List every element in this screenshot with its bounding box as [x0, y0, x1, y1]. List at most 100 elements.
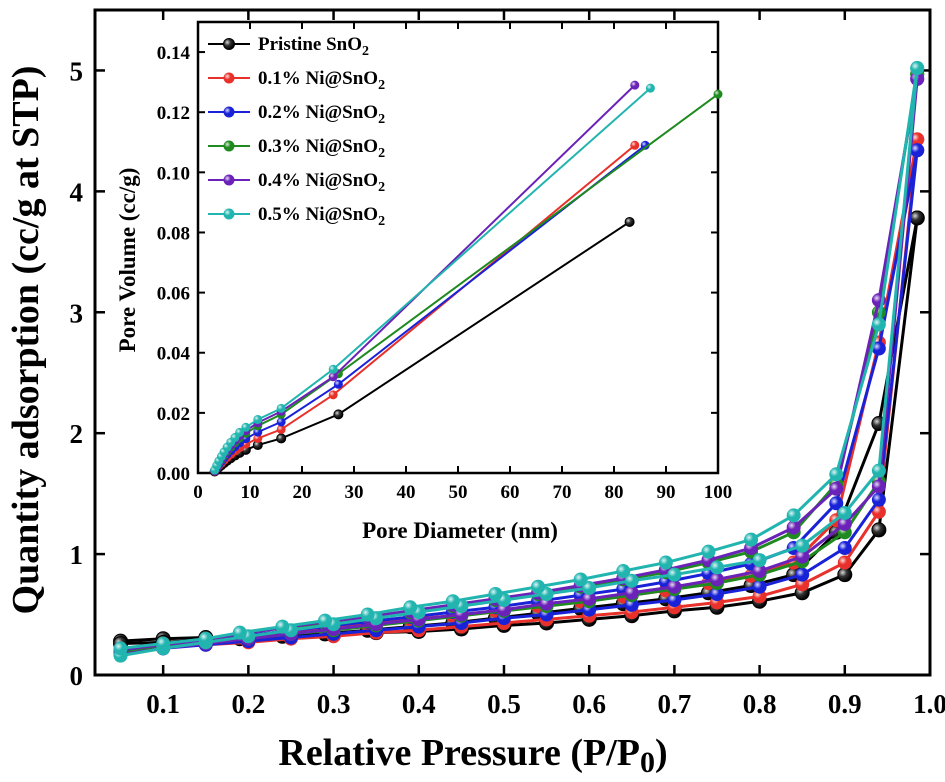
inset-point — [276, 403, 286, 413]
inset-point — [328, 372, 338, 382]
main-desorption-point — [113, 641, 128, 656]
main-adsorption-point — [837, 516, 852, 531]
legend-marker — [223, 72, 235, 84]
main-adsorption-line — [120, 150, 919, 655]
main-desorption-point — [488, 586, 503, 601]
main-adsorption-point — [871, 522, 887, 538]
main-desorption-point — [198, 631, 213, 646]
inset-x-tick-label: 20 — [293, 482, 312, 503]
main-y-tick-label: 0 — [70, 661, 84, 691]
inset-x-tick-label: 70 — [553, 482, 572, 503]
main-desorption-point — [360, 607, 375, 622]
main-x-tick-label: 0.5 — [487, 689, 521, 719]
main-adsorption-point — [871, 463, 886, 478]
main-adsorption-point — [582, 591, 597, 606]
main-x-tick-label: 0.1 — [146, 689, 180, 719]
legend-label: 0.2% Ni@SnO2 — [258, 102, 385, 127]
inset-x-axis-label: Pore Diameter (nm) — [362, 518, 558, 543]
main-adsorption-line — [120, 67, 919, 658]
inset-x-tick-label: 90 — [657, 482, 676, 503]
inset-point — [630, 80, 640, 90]
inset-y-tick-label: 0.06 — [157, 284, 190, 305]
inset-y-tick-label: 0.00 — [157, 464, 190, 485]
main-adsorption-point — [795, 538, 810, 553]
main-desorption-point — [910, 143, 925, 158]
main-x-tick-label: 0.3 — [317, 689, 351, 719]
main-desorption-point — [744, 532, 759, 547]
main-desorption-point — [829, 481, 844, 496]
legend-item-3: 0.3% Ni@SnO2 — [208, 136, 385, 161]
inset-point — [276, 433, 287, 444]
main-desorption-point — [318, 613, 333, 628]
inset-point — [624, 216, 635, 227]
main-y-tick-label: 1 — [70, 540, 84, 570]
inset-point — [333, 379, 343, 389]
inset-point — [713, 89, 723, 99]
inset-x-tick-label: 0 — [193, 482, 203, 503]
main-adsorption-point — [837, 505, 852, 520]
legend-label: 0.1% Ni@SnO2 — [258, 68, 385, 93]
main-x-tick-label: 0.8 — [743, 689, 777, 719]
main-x-tick-label: 1.0 — [913, 689, 945, 719]
inset-y-tick-label: 0.04 — [157, 344, 191, 365]
main-adsorption-point — [752, 564, 767, 579]
main-adsorption-point — [624, 573, 639, 588]
main-desorption-point — [616, 564, 631, 579]
inset-y-tick-label: 0.02 — [157, 404, 190, 425]
legend-item-1: 0.1% Ni@SnO2 — [208, 68, 385, 93]
main-adsorption-point — [667, 593, 682, 608]
main-desorption-point — [829, 496, 844, 511]
legend-item-0: Pristine SnO2 — [208, 34, 369, 59]
inset-point — [253, 433, 263, 443]
legend-marker — [223, 174, 235, 186]
main-x-axis-label: Relative Pressure (P/P0) — [278, 732, 667, 779]
main-adsorption-point — [795, 549, 810, 564]
main-y-tick-label: 2 — [70, 419, 84, 449]
inset-y-tick-label: 0.12 — [157, 103, 190, 124]
main-adsorption-point — [837, 541, 852, 556]
inset-x-tick-label: 80 — [605, 482, 624, 503]
inset-y-axis-label: Pore Volume (cc/g) — [115, 168, 140, 353]
main-desorption-point — [156, 636, 171, 651]
legend-marker — [223, 106, 235, 118]
inset-point — [328, 364, 338, 374]
main-desorption-point — [909, 210, 925, 226]
main-adsorption-point — [667, 579, 682, 594]
main-plot-frame — [93, 8, 932, 677]
main-desorption-point — [871, 317, 886, 332]
main-y-tick-label: 4 — [70, 177, 84, 207]
main-x-tick-label: 0.2 — [231, 689, 265, 719]
main-adsorption-point — [709, 572, 724, 587]
legend-marker — [223, 140, 235, 152]
main-adsorption-point — [837, 567, 853, 583]
legend-item-4: 0.4% Ni@SnO2 — [208, 170, 385, 195]
inset-point — [276, 424, 286, 434]
inset-series-5 — [210, 83, 655, 475]
main-adsorption-point — [871, 479, 886, 494]
inset-point — [253, 427, 263, 437]
inset-point — [253, 414, 263, 424]
main-desorption-point — [786, 520, 801, 535]
legend-item-5: 0.5% Ni@SnO2 — [208, 204, 385, 229]
legend-label: 0.4% Ni@SnO2 — [258, 170, 385, 195]
main-adsorption-point — [752, 579, 767, 594]
main-desorption-point — [910, 61, 925, 76]
inset-x-tick-label: 50 — [449, 482, 468, 503]
legend-label: Pristine SnO2 — [258, 34, 369, 59]
main-y-tick-label: 3 — [70, 298, 84, 328]
main-x-tick-label: 0.7 — [658, 689, 692, 719]
main-adsorption-point — [709, 586, 724, 601]
inset-x-tick-label: 10 — [241, 482, 260, 503]
legend-marker — [223, 208, 235, 220]
axis-labels: Relative Pressure (P/P0) Quantity adsorp… — [5, 66, 668, 779]
inset-x-tick-label: 40 — [397, 482, 416, 503]
inset-point — [645, 83, 655, 93]
main-y-axis-label: Quantity adsorption (cc/g at STP) — [5, 66, 47, 615]
main-x-tick-label: 0.6 — [572, 689, 606, 719]
inset-point — [333, 409, 344, 420]
main-adsorption-point — [624, 585, 639, 600]
main-x-tick-label: 0.9 — [828, 689, 862, 719]
main-desorption-point — [658, 555, 673, 570]
main-desorption-point — [910, 132, 925, 147]
